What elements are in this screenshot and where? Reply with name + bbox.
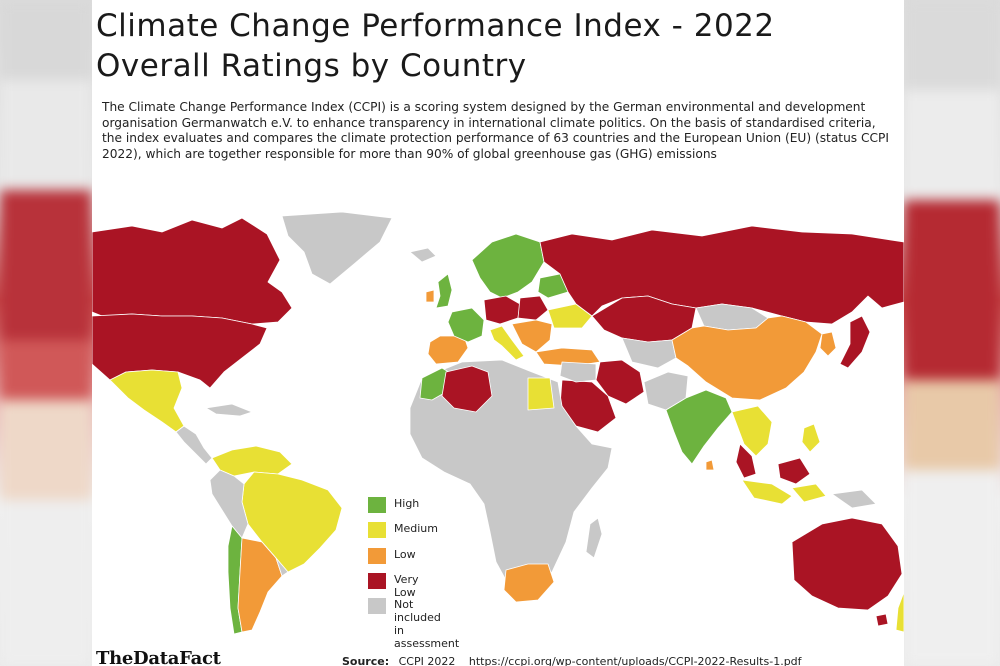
malaysia xyxy=(735,443,757,479)
mexico xyxy=(109,369,185,433)
source-line: Source: CCPI 2022 https://ccpi.org/wp-co… xyxy=(342,655,802,666)
iberia xyxy=(427,335,469,365)
legend-item-medium: Medium xyxy=(368,522,438,538)
title-line-1: Climate Change Performance Index - 2022 xyxy=(96,8,775,44)
source-name: CCPI 2022 xyxy=(398,655,456,666)
description-text: The Climate Change Performance Index (CC… xyxy=(102,100,889,161)
brand-logo: TheDataFact xyxy=(96,648,221,666)
central-europe xyxy=(483,295,521,325)
world-map xyxy=(92,212,904,635)
legend-swatch-very-low xyxy=(368,573,386,589)
png xyxy=(831,489,877,509)
legend-label-not-included-line2: in assessment xyxy=(394,624,460,650)
legend-label-low: Low xyxy=(394,548,416,561)
legend-label-not-included: Not included in assessment xyxy=(394,598,459,650)
legend-item-high: High xyxy=(368,497,419,513)
uk xyxy=(435,273,453,309)
philippines xyxy=(801,423,821,453)
madagascar xyxy=(585,517,603,559)
source-label: Source: xyxy=(342,655,390,666)
balkans xyxy=(511,319,553,353)
andes-region xyxy=(209,469,249,539)
background-left xyxy=(0,0,92,666)
infographic-card: Climate Change Performance Index - 2022 … xyxy=(92,0,904,666)
india xyxy=(665,389,733,465)
china xyxy=(671,315,823,401)
africa-not-included xyxy=(409,359,613,591)
title-line-2: Overall Ratings by Country xyxy=(96,48,527,84)
ireland xyxy=(425,289,435,303)
legend-swatch-high xyxy=(368,497,386,513)
south-africa xyxy=(503,563,555,603)
legend-label-high: High xyxy=(394,497,420,510)
france xyxy=(447,307,485,343)
algeria xyxy=(441,365,493,413)
legend-label-medium: Medium xyxy=(394,522,438,535)
southeast-asia xyxy=(731,405,773,457)
legend-label-very-low: Very Low xyxy=(394,573,419,599)
borneo xyxy=(777,457,811,485)
paraguay-uruguay xyxy=(261,541,289,577)
tasmania xyxy=(875,613,889,627)
poland xyxy=(517,295,549,321)
iceland xyxy=(409,247,437,263)
caribbean xyxy=(205,403,253,417)
legend-item-not-included: Not included in assessment xyxy=(368,598,459,650)
legend-swatch-not-included xyxy=(368,598,386,614)
legend-swatch-low xyxy=(368,548,386,564)
australia xyxy=(791,517,903,611)
levant xyxy=(559,361,597,383)
sri-lanka xyxy=(705,459,715,471)
central-america xyxy=(175,425,213,465)
canada xyxy=(92,217,293,325)
baltics xyxy=(537,273,569,299)
legend-item-very-low: Very Low xyxy=(368,573,418,599)
greenland xyxy=(281,212,393,285)
new-zealand xyxy=(895,591,904,633)
legend-item-low: Low xyxy=(368,548,416,564)
japan xyxy=(839,315,871,369)
legend-swatch-medium xyxy=(368,522,386,538)
egypt xyxy=(527,377,555,411)
italy xyxy=(489,325,525,361)
iran xyxy=(595,359,645,405)
korea xyxy=(819,331,837,357)
background-right xyxy=(904,0,1000,666)
legend-label-not-included-line1: Not included xyxy=(394,598,441,624)
ukraine xyxy=(547,303,593,329)
scandinavia xyxy=(471,233,545,299)
source-url[interactable]: https://ccpi.org/wp-content/uploads/CCPI… xyxy=(468,655,802,666)
indonesia xyxy=(741,479,827,505)
page-title: Climate Change Performance Index - 2022 … xyxy=(96,6,775,86)
central-asia xyxy=(621,337,677,369)
